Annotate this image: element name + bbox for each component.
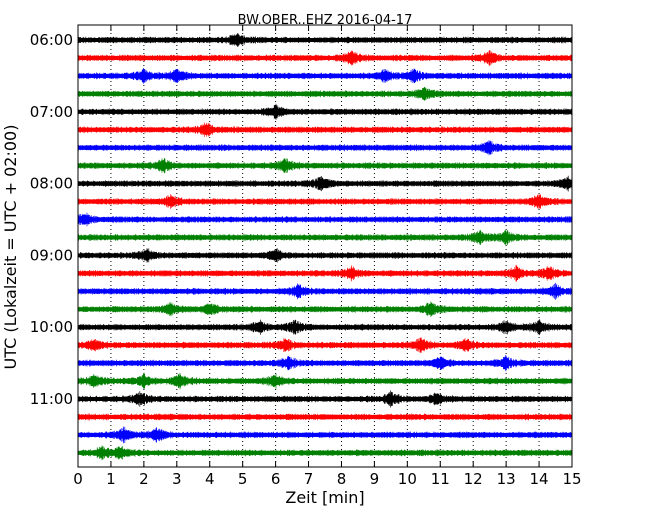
trace-0915 [77,264,573,282]
trace-group [77,33,573,461]
trace-0845 [77,229,573,245]
x-tick-label: 0 [73,470,83,488]
x-tick-label: 15 [562,470,581,488]
trace-0900 [77,248,573,263]
x-tick-label: 6 [271,470,281,488]
y-axis-label: UTC (Lokalzeit = UTC + 02:00) [1,125,20,370]
y-tick-label: 07:00 [30,103,73,121]
trace-0615 [77,50,573,66]
x-tick-label: 13 [497,470,516,488]
trace-waveform [77,229,573,245]
trace-waveform [77,282,573,300]
x-tick-label: 5 [238,470,248,488]
trace-waveform [77,212,573,227]
y-tick-label: 08:00 [30,175,73,193]
x-tick-label: 14 [530,470,549,488]
trace-1000 [77,319,573,336]
trace-0830 [77,212,573,227]
y-tick-label: 11:00 [30,390,73,408]
trace-waveform [77,301,573,317]
trace-waveform [77,426,573,444]
trace-waveform [77,175,573,192]
trace-0745 [77,158,573,174]
x-tick-label: 10 [398,470,417,488]
trace-1130 [77,426,573,444]
x-tick-label: 11 [431,470,450,488]
trace-waveform [77,68,573,84]
trace-waveform [77,33,573,47]
x-tick-label: 2 [139,470,149,488]
y-tick-label: 10:00 [30,318,73,336]
x-axis-label: Zeit [min] [285,488,364,507]
chart-title: BW.OBER..EHZ 2016-04-17 [238,13,413,28]
trace-waveform [77,50,573,66]
trace-0800 [77,175,573,192]
trace-1030 [77,354,573,372]
trace-waveform [77,354,573,372]
trace-1115 [77,413,573,421]
trace-0730 [77,140,573,156]
trace-waveform [77,194,573,209]
trace-0930 [77,282,573,300]
y-tick-label: 09:00 [30,246,73,264]
trace-waveform [77,264,573,282]
trace-0715 [77,122,573,137]
y-axis: 06:00 07:00 08:00 09:00 10:00 11:00 [30,31,572,408]
trace-1100 [77,390,573,408]
trace-0700 [77,103,573,120]
plot-frame [77,24,573,468]
x-tick-label: 1 [106,470,116,488]
trace-waveform [77,140,573,156]
trace-waveform [77,158,573,174]
trace-waveform [77,248,573,263]
trace-1045 [77,372,573,390]
trace-waveform [77,372,573,390]
trace-waveform [77,122,573,137]
trace-0815 [77,194,573,209]
trace-waveform [77,445,573,461]
trace-waveform [77,86,573,101]
trace-waveform [77,390,573,408]
trace-0945 [77,301,573,317]
trace-1015 [77,337,573,353]
x-axis: 0 1 2 3 4 5 6 7 8 9 10 11 12 13 14 15 [73,25,582,488]
trace-0630 [77,68,573,84]
trace-waveform [77,103,573,120]
y-tick-label: 06:00 [30,31,73,49]
trace-waveform [77,319,573,336]
trace-0645 [77,86,573,101]
trace-0600 [77,33,573,47]
trace-1145 [77,445,573,461]
x-tick-label: 3 [172,470,182,488]
x-tick-label: 9 [370,470,380,488]
x-tick-label: 7 [304,470,314,488]
x-tick-label: 12 [464,470,483,488]
x-tick-label: 8 [337,470,347,488]
x-grid [110,25,540,467]
trace-waveform [77,413,573,421]
trace-waveform [77,337,573,353]
x-tick-label: 4 [205,470,215,488]
